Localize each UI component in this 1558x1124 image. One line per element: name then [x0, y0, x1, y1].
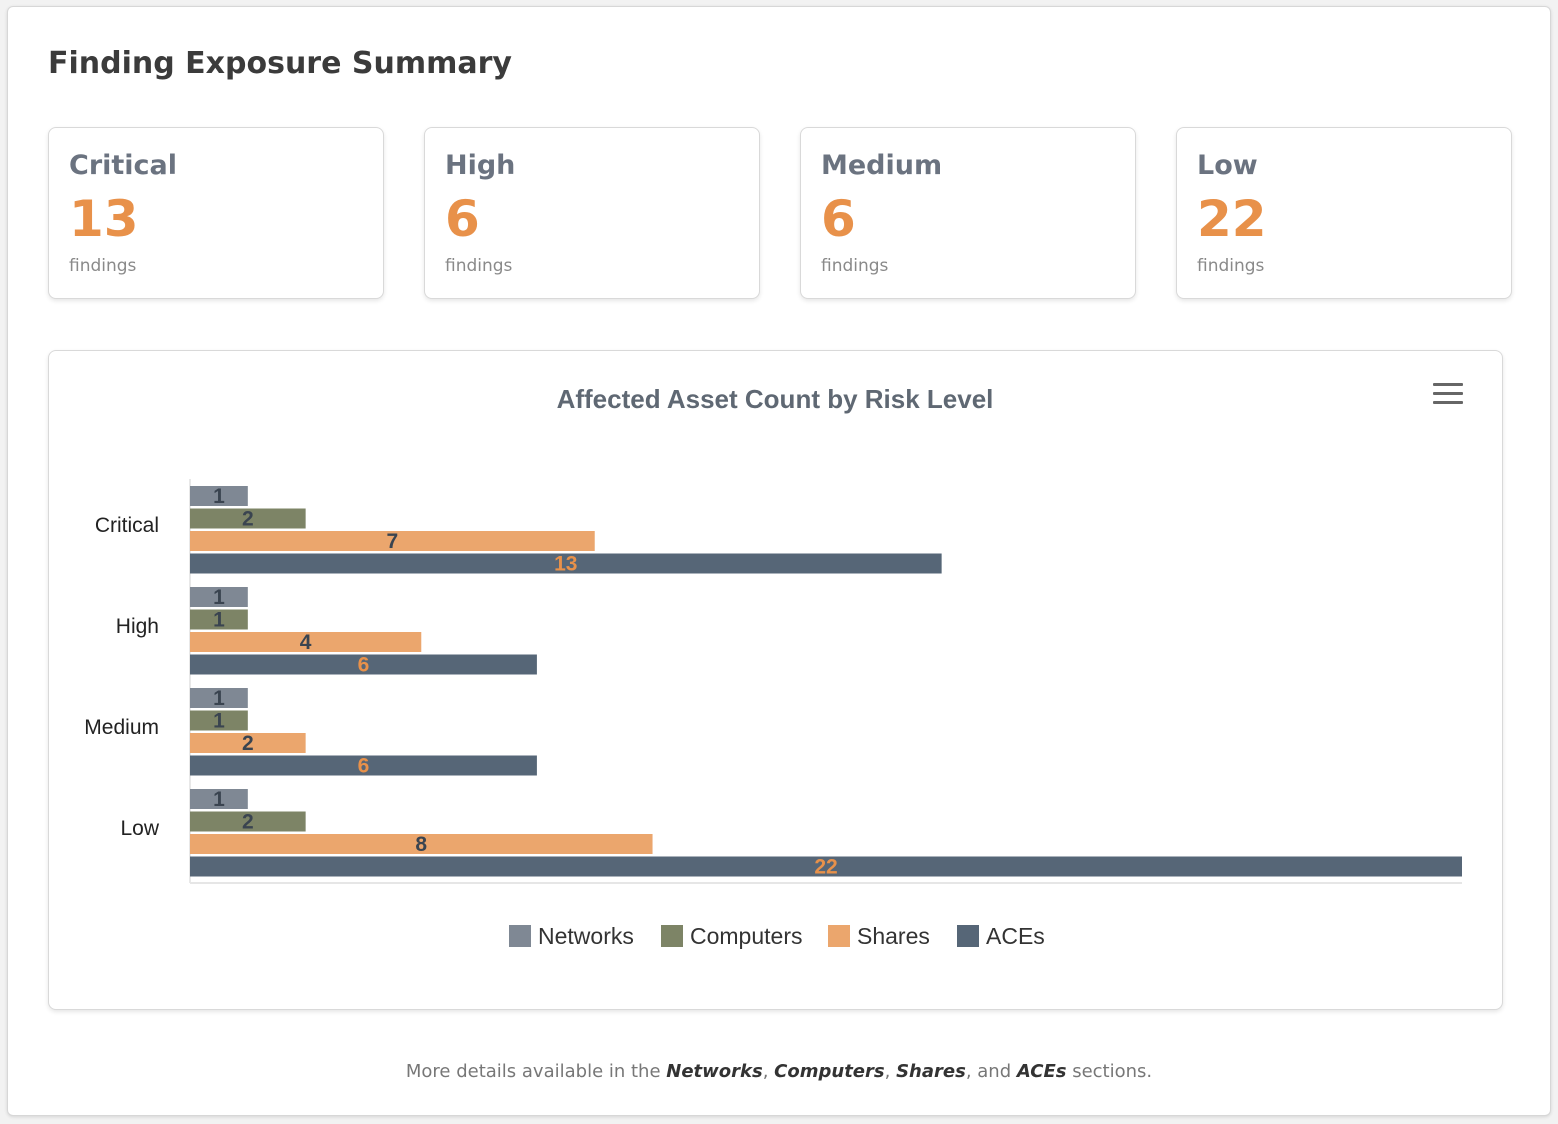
footer-link-computers[interactable]: Computers: [774, 1061, 885, 1082]
legend-swatch: [828, 925, 850, 947]
data-label: 13: [554, 553, 577, 576]
card-unit: findings: [821, 256, 889, 276]
card-count: 6: [445, 190, 480, 248]
chart-title: Affected Asset Count by Risk Level: [557, 384, 994, 414]
severity-card-critical: Critical 13 findings: [48, 127, 384, 299]
chart-card: Affected Asset Count by Risk Level Critic…: [48, 350, 1503, 1010]
legend-item-shares[interactable]: Shares: [857, 923, 930, 949]
severity-card-medium: Medium 6 findings: [800, 127, 1136, 299]
legend-swatch: [661, 925, 683, 947]
data-label: 2: [242, 732, 254, 755]
bar-shares[interactable]: [190, 733, 306, 753]
category-label: High: [116, 615, 159, 638]
data-label: 22: [814, 856, 837, 879]
bar-networks[interactable]: [190, 587, 248, 607]
footer-separator: ,: [884, 1061, 891, 1082]
data-label: 1: [213, 710, 225, 733]
data-label: 2: [242, 811, 254, 834]
footer-separator: , and: [965, 1061, 1012, 1082]
bar-aces[interactable]: [190, 553, 942, 574]
data-label: 1: [213, 609, 225, 632]
footer-link-shares[interactable]: Shares: [896, 1061, 966, 1082]
bar-shares[interactable]: [190, 531, 595, 551]
data-label: 1: [213, 687, 225, 710]
bar-computers[interactable]: [190, 609, 248, 630]
data-label: 6: [358, 755, 370, 778]
legend-item-networks[interactable]: Networks: [538, 923, 634, 949]
legend-item-aces[interactable]: ACEs: [986, 923, 1045, 949]
card-unit: findings: [69, 256, 137, 276]
footer-prefix: More details available in the: [405, 1061, 661, 1082]
category-label: Medium: [84, 716, 159, 739]
bar-shares[interactable]: [190, 834, 653, 854]
card-unit: findings: [1197, 256, 1265, 276]
data-label: 2: [242, 508, 254, 531]
bar-networks[interactable]: [190, 688, 248, 708]
bar-aces[interactable]: [190, 755, 537, 776]
card-count: 6: [821, 190, 856, 248]
data-label: 8: [415, 833, 427, 856]
card-count: 22: [1197, 190, 1267, 248]
data-label: 7: [387, 530, 399, 553]
category-label: Low: [120, 817, 159, 840]
hamburger-menu-icon[interactable]: [1433, 383, 1463, 405]
bar-networks[interactable]: [190, 789, 248, 809]
severity-card-high: High 6 findings: [424, 127, 760, 299]
card-unit: findings: [445, 256, 513, 276]
footer-note: More details available in the Networks , …: [0, 1061, 1558, 1082]
bar-computers[interactable]: [190, 811, 306, 832]
card-label: Critical: [69, 150, 178, 181]
card-label: High: [445, 150, 516, 181]
data-label: 1: [213, 485, 225, 508]
footer-link-aces[interactable]: ACEs: [1016, 1061, 1067, 1082]
bar-shares[interactable]: [190, 632, 422, 652]
category-label: Critical: [95, 514, 159, 537]
card-label: Low: [1197, 150, 1258, 181]
asset-count-chart: Affected Asset Count by Risk Level Critic…: [84, 384, 1462, 949]
card-label: Medium: [821, 150, 943, 181]
data-label: 1: [213, 586, 225, 609]
card-count: 13: [69, 190, 139, 248]
bar-aces[interactable]: [190, 654, 537, 675]
bar-networks[interactable]: [190, 486, 248, 506]
bar-computers[interactable]: [190, 710, 248, 731]
legend-item-computers[interactable]: Computers: [690, 923, 802, 949]
footer-link-networks[interactable]: Networks: [666, 1061, 763, 1082]
bar-aces[interactable]: [190, 856, 1462, 877]
severity-card-low: Low 22 findings: [1176, 127, 1512, 299]
footer-suffix: sections.: [1072, 1061, 1153, 1082]
legend-swatch: [957, 925, 979, 947]
data-label: 1: [213, 788, 225, 811]
bar-computers[interactable]: [190, 508, 306, 529]
footer-separator: ,: [762, 1061, 769, 1082]
page-title: Finding Exposure Summary: [48, 46, 512, 81]
data-label: 4: [300, 631, 312, 654]
legend-swatch: [509, 925, 531, 947]
data-label: 6: [358, 654, 370, 677]
